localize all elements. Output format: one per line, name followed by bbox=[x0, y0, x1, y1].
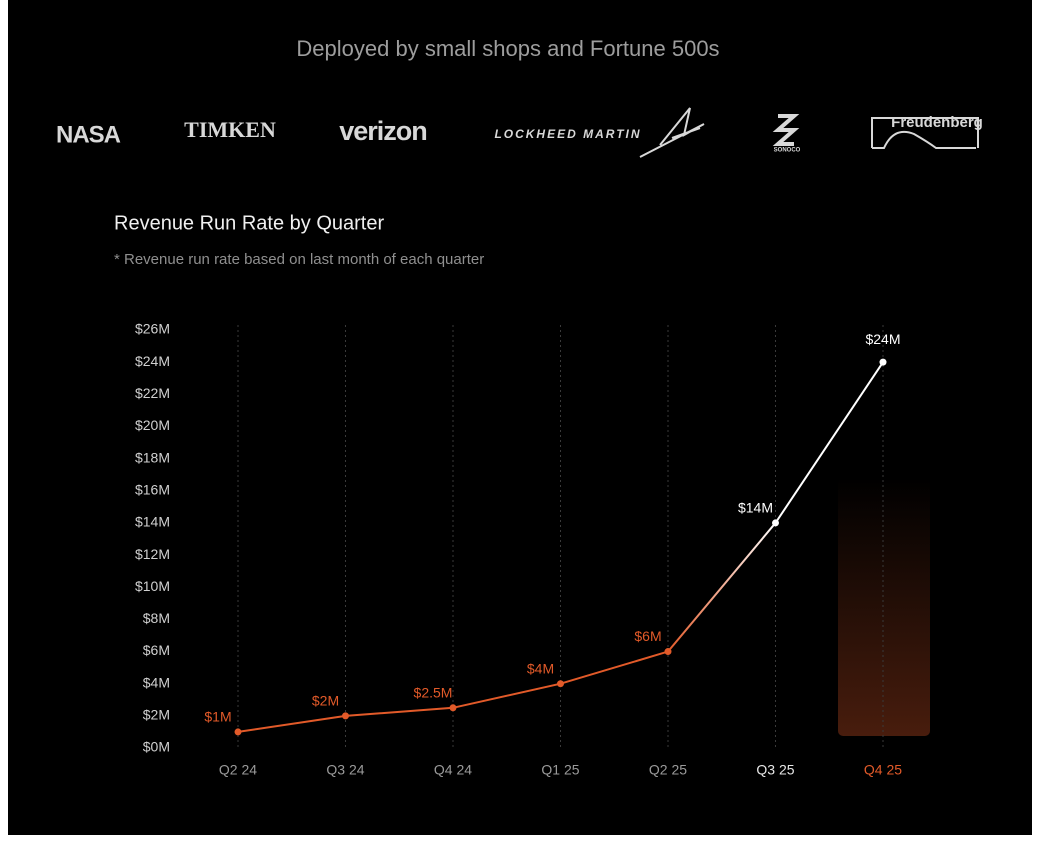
point bbox=[879, 358, 887, 366]
point bbox=[664, 648, 672, 656]
logos: NASA TIMKEN verizon LOCKHEED MARTIN SONO… bbox=[56, 107, 983, 158]
logo-frame bbox=[871, 117, 979, 149]
point bbox=[342, 712, 349, 720]
logo: NASA bbox=[56, 121, 121, 148]
y-tick-label: $22M bbox=[135, 385, 170, 401]
x-tick-label: Q2 24 bbox=[219, 762, 257, 778]
chart-subtitle: * Revenue run rate based on last month o… bbox=[114, 251, 484, 268]
x-tick-label: Q3 25 bbox=[756, 762, 794, 778]
header: Deployed by small shops and Fortune 500s bbox=[296, 36, 719, 61]
chart-title: Revenue Run Rate by Quarter bbox=[114, 212, 384, 234]
point bbox=[234, 728, 242, 736]
value-label: $1M bbox=[204, 709, 231, 725]
point bbox=[557, 680, 564, 688]
x-tick-label: Q4 25 bbox=[864, 762, 902, 778]
value-label: $6M bbox=[634, 628, 661, 644]
value-label: $4M bbox=[527, 660, 554, 676]
value-label: $2.5M bbox=[414, 685, 453, 701]
logo: SONOCO bbox=[774, 148, 801, 154]
y-tick-label: $18M bbox=[135, 449, 170, 465]
y-tick-label: $8M bbox=[143, 610, 170, 626]
highlight-column bbox=[838, 478, 930, 736]
x-tick-label: Q1 25 bbox=[541, 762, 579, 778]
x-tick-label: Q2 25 bbox=[649, 762, 687, 778]
y-tick-label: $4M bbox=[143, 674, 170, 690]
logo-star bbox=[639, 107, 705, 158]
logo-mark bbox=[772, 114, 800, 146]
point bbox=[772, 519, 779, 527]
y-tick-label: $12M bbox=[135, 546, 170, 562]
y-tick-label: $24M bbox=[135, 353, 170, 369]
value-label: $2M bbox=[312, 693, 339, 709]
y-tick-label: $10M bbox=[135, 578, 170, 594]
x-tick-label: Q3 24 bbox=[326, 762, 364, 778]
y-tick-label: $20M bbox=[135, 417, 170, 433]
y-tick-label: $16M bbox=[135, 481, 170, 497]
y-tick-label: $26M bbox=[135, 321, 170, 337]
logo: verizon bbox=[339, 116, 427, 146]
logo: TIMKEN bbox=[184, 117, 276, 142]
y-tick-label: $6M bbox=[143, 642, 170, 658]
value-label: $14M bbox=[738, 500, 773, 516]
point bbox=[449, 704, 457, 712]
y-tick-label: $14M bbox=[135, 514, 170, 530]
y-tick-label: $0M bbox=[143, 739, 170, 755]
logo: LOCKHEED MARTIN bbox=[494, 127, 641, 141]
logo: Freudenberg bbox=[891, 114, 983, 131]
y-tick-label: $2M bbox=[143, 707, 170, 723]
x-tick-label: Q4 24 bbox=[434, 762, 472, 778]
value-label: $24M bbox=[865, 331, 900, 347]
